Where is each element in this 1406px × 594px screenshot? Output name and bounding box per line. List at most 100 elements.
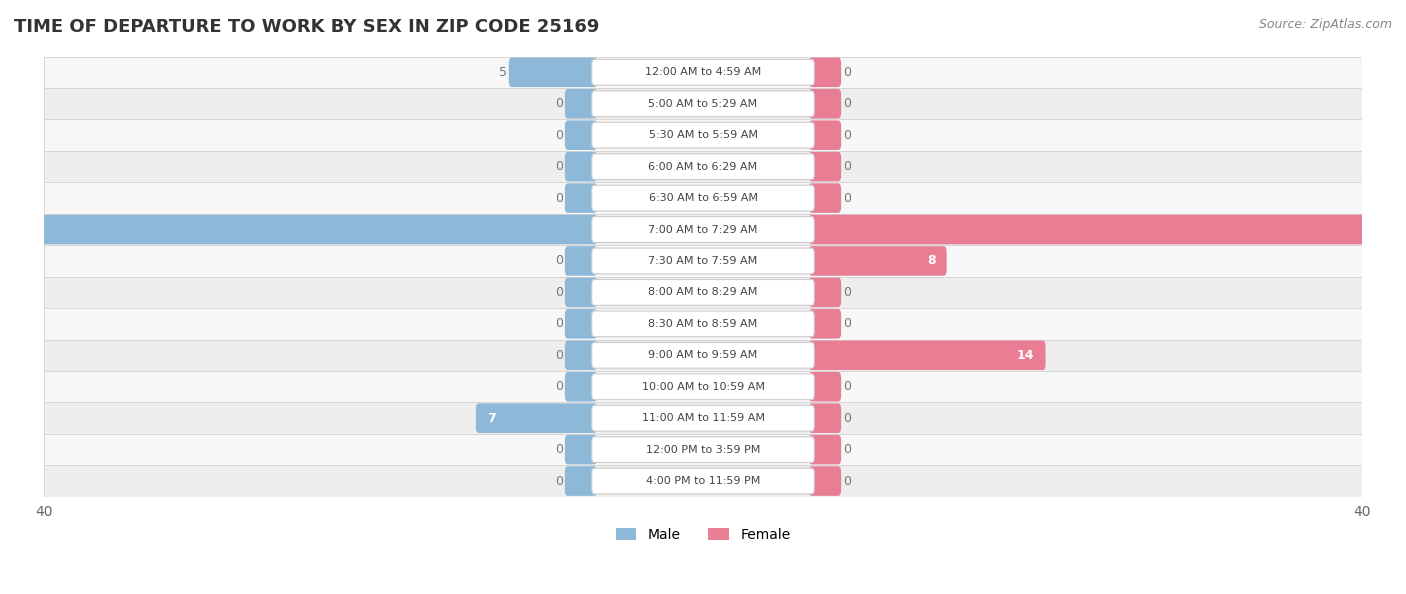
- FancyBboxPatch shape: [808, 372, 841, 402]
- Text: 0: 0: [844, 129, 851, 142]
- Text: 6:30 AM to 6:59 AM: 6:30 AM to 6:59 AM: [648, 193, 758, 203]
- FancyBboxPatch shape: [592, 91, 814, 116]
- FancyBboxPatch shape: [808, 466, 841, 496]
- FancyBboxPatch shape: [808, 403, 841, 433]
- FancyBboxPatch shape: [808, 309, 841, 339]
- Bar: [44, 56, 1362, 88]
- Text: 0: 0: [844, 97, 851, 110]
- Text: 0: 0: [555, 317, 562, 330]
- FancyBboxPatch shape: [592, 248, 814, 274]
- Text: 0: 0: [844, 475, 851, 488]
- Text: 7:30 AM to 7:59 AM: 7:30 AM to 7:59 AM: [648, 256, 758, 266]
- Bar: [44, 308, 1362, 340]
- Text: 7:00 AM to 7:29 AM: 7:00 AM to 7:29 AM: [648, 225, 758, 235]
- Bar: [44, 214, 1362, 245]
- Text: 0: 0: [555, 192, 562, 204]
- Bar: [44, 151, 1362, 182]
- Text: 9:00 AM to 9:59 AM: 9:00 AM to 9:59 AM: [648, 350, 758, 361]
- Text: Source: ZipAtlas.com: Source: ZipAtlas.com: [1258, 18, 1392, 31]
- FancyBboxPatch shape: [565, 372, 598, 402]
- Text: 7: 7: [486, 412, 496, 425]
- Text: 0: 0: [555, 349, 562, 362]
- FancyBboxPatch shape: [592, 217, 814, 242]
- Text: 0: 0: [844, 443, 851, 456]
- FancyBboxPatch shape: [592, 311, 814, 337]
- Bar: [44, 182, 1362, 214]
- FancyBboxPatch shape: [565, 121, 598, 150]
- FancyBboxPatch shape: [565, 309, 598, 339]
- Text: 8: 8: [927, 254, 935, 267]
- FancyBboxPatch shape: [565, 277, 598, 307]
- Text: 0: 0: [844, 380, 851, 393]
- Text: 0: 0: [844, 192, 851, 204]
- Text: 5: 5: [499, 66, 506, 79]
- FancyBboxPatch shape: [565, 340, 598, 370]
- FancyBboxPatch shape: [808, 152, 841, 181]
- Bar: [44, 119, 1362, 151]
- Bar: [44, 277, 1362, 308]
- FancyBboxPatch shape: [592, 154, 814, 179]
- FancyBboxPatch shape: [808, 277, 841, 307]
- FancyBboxPatch shape: [565, 466, 598, 496]
- Text: 36: 36: [8, 223, 27, 236]
- FancyBboxPatch shape: [592, 437, 814, 463]
- Bar: [44, 465, 1362, 497]
- Text: 8:30 AM to 8:59 AM: 8:30 AM to 8:59 AM: [648, 319, 758, 329]
- FancyBboxPatch shape: [475, 403, 598, 433]
- Bar: [44, 434, 1362, 465]
- Text: 0: 0: [555, 97, 562, 110]
- FancyBboxPatch shape: [808, 215, 1406, 244]
- Text: 11:00 AM to 11:59 AM: 11:00 AM to 11:59 AM: [641, 413, 765, 423]
- Text: 4:00 PM to 11:59 PM: 4:00 PM to 11:59 PM: [645, 476, 761, 486]
- FancyBboxPatch shape: [808, 435, 841, 465]
- Text: 12:00 AM to 4:59 AM: 12:00 AM to 4:59 AM: [645, 67, 761, 77]
- FancyBboxPatch shape: [592, 122, 814, 148]
- Text: 10:00 AM to 10:59 AM: 10:00 AM to 10:59 AM: [641, 382, 765, 391]
- Text: 5:00 AM to 5:29 AM: 5:00 AM to 5:29 AM: [648, 99, 758, 109]
- FancyBboxPatch shape: [592, 374, 814, 400]
- FancyBboxPatch shape: [592, 342, 814, 368]
- FancyBboxPatch shape: [0, 215, 598, 244]
- FancyBboxPatch shape: [808, 340, 1046, 370]
- Text: 0: 0: [555, 443, 562, 456]
- FancyBboxPatch shape: [808, 246, 946, 276]
- FancyBboxPatch shape: [592, 468, 814, 494]
- Text: 0: 0: [555, 254, 562, 267]
- Text: 5:30 AM to 5:59 AM: 5:30 AM to 5:59 AM: [648, 130, 758, 140]
- FancyBboxPatch shape: [509, 58, 598, 87]
- Bar: [44, 340, 1362, 371]
- Text: TIME OF DEPARTURE TO WORK BY SEX IN ZIP CODE 25169: TIME OF DEPARTURE TO WORK BY SEX IN ZIP …: [14, 18, 599, 36]
- Text: 36: 36: [1379, 223, 1398, 236]
- Text: 8:00 AM to 8:29 AM: 8:00 AM to 8:29 AM: [648, 287, 758, 298]
- Text: 0: 0: [844, 66, 851, 79]
- FancyBboxPatch shape: [592, 185, 814, 211]
- Text: 0: 0: [555, 160, 562, 173]
- Text: 6:00 AM to 6:29 AM: 6:00 AM to 6:29 AM: [648, 162, 758, 172]
- FancyBboxPatch shape: [808, 58, 841, 87]
- Text: 0: 0: [555, 129, 562, 142]
- Bar: [44, 371, 1362, 403]
- Text: 14: 14: [1017, 349, 1035, 362]
- Bar: [44, 88, 1362, 119]
- FancyBboxPatch shape: [592, 59, 814, 85]
- FancyBboxPatch shape: [565, 246, 598, 276]
- Text: 0: 0: [844, 412, 851, 425]
- Text: 0: 0: [844, 286, 851, 299]
- Text: 0: 0: [555, 475, 562, 488]
- FancyBboxPatch shape: [808, 184, 841, 213]
- Text: 0: 0: [844, 160, 851, 173]
- Text: 0: 0: [555, 380, 562, 393]
- FancyBboxPatch shape: [592, 405, 814, 431]
- Text: 12:00 PM to 3:59 PM: 12:00 PM to 3:59 PM: [645, 445, 761, 454]
- FancyBboxPatch shape: [565, 89, 598, 119]
- FancyBboxPatch shape: [592, 280, 814, 305]
- Bar: [44, 403, 1362, 434]
- FancyBboxPatch shape: [565, 184, 598, 213]
- FancyBboxPatch shape: [808, 121, 841, 150]
- FancyBboxPatch shape: [565, 435, 598, 465]
- FancyBboxPatch shape: [808, 89, 841, 119]
- Legend: Male, Female: Male, Female: [610, 522, 796, 547]
- Text: 0: 0: [555, 286, 562, 299]
- Bar: [44, 245, 1362, 277]
- Text: 0: 0: [844, 317, 851, 330]
